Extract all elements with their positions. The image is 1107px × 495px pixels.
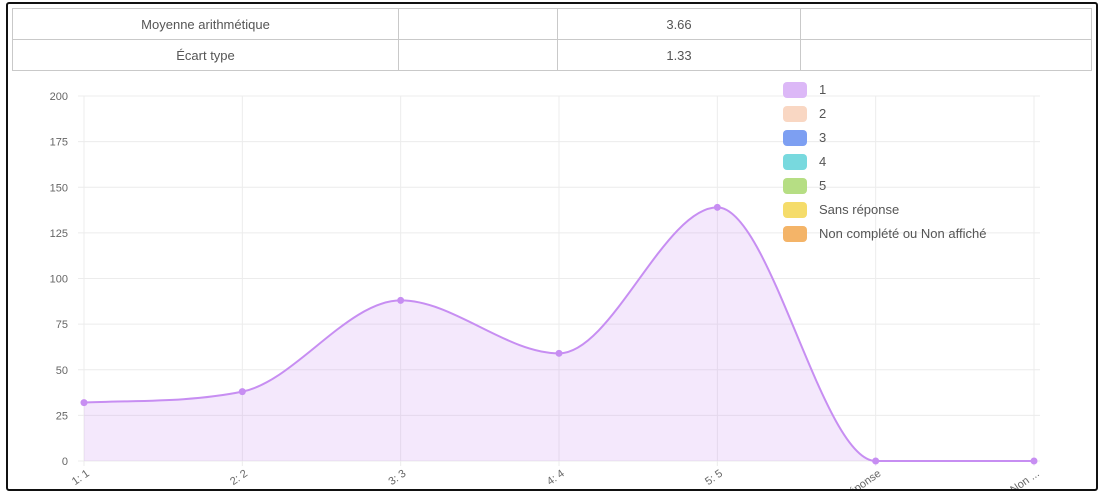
y-tick-label: 100 (50, 274, 68, 286)
stat-empty-cell (800, 39, 1092, 71)
stat-value: 1.33 (557, 39, 801, 71)
x-tick-label: réponse (844, 468, 883, 491)
series-line (83, 206, 1034, 463)
x-tick-label: 2: 2 (228, 468, 250, 488)
data-point (555, 349, 563, 357)
stat-label: Moyenne arithmétique (12, 8, 399, 40)
chart-legend: 1 2 3 4 5 Sans réponse Non complété ou Non aff… (783, 82, 1013, 250)
statistics-table: Moyenne arithmétique 3.66 Écart type 1.3… (12, 8, 1092, 71)
y-tick-label: 125 (50, 228, 68, 240)
legend-label: 3 (819, 130, 827, 145)
data-point (397, 296, 405, 304)
legend-swatch (783, 154, 807, 170)
data-point (713, 203, 721, 211)
stat-empty-cell (398, 39, 558, 71)
x-tick-label: 1: 1 (70, 468, 92, 488)
legend-label: 5 (819, 178, 827, 193)
table-row: Écart type 1.33 (12, 39, 1092, 71)
series-area-fill (84, 207, 1034, 461)
x-tick-label: 3: 3 (386, 468, 408, 488)
stat-label: Écart type (12, 39, 399, 71)
legend-item[interactable]: 4 (783, 154, 1013, 170)
legend-swatch (783, 226, 807, 242)
x-tick-label: 4: 4 (545, 468, 567, 488)
x-tick-label: ou Non ... (996, 468, 1042, 491)
x-tick-label: 5: 5 (703, 468, 725, 488)
y-tick-label: 150 (50, 182, 68, 194)
legend-item[interactable]: Non complété ou Non affiché (783, 226, 1013, 242)
legend-item[interactable]: 1 (783, 82, 1013, 98)
y-tick-label: 175 (50, 137, 68, 149)
legend-swatch (783, 202, 807, 218)
data-point (238, 388, 246, 396)
data-point (80, 399, 88, 407)
y-tick-label: 200 (50, 91, 68, 103)
stat-empty-cell (800, 8, 1092, 40)
legend-item[interactable]: 2 (783, 106, 1013, 122)
legend-label: Non complété ou Non affiché (819, 226, 987, 241)
legend-label: Sans réponse (819, 202, 900, 217)
legend-item[interactable]: 3 (783, 130, 1013, 146)
legend-label: 2 (819, 106, 827, 121)
legend-item[interactable]: Sans réponse (783, 202, 1013, 218)
data-point (1030, 457, 1038, 465)
legend-swatch (783, 178, 807, 194)
legend-swatch (783, 130, 807, 146)
legend-item[interactable]: 5 (783, 178, 1013, 194)
legend-label: 1 (819, 82, 827, 97)
data-point (872, 457, 880, 465)
legend-swatch (783, 82, 807, 98)
y-tick-label: 25 (56, 410, 68, 422)
results-panel: Moyenne arithmétique 3.66 Écart type 1.3… (6, 2, 1098, 491)
y-tick-label: 50 (56, 365, 68, 377)
y-tick-label: 75 (56, 319, 68, 331)
legend-swatch (783, 106, 807, 122)
y-tick-label: 0 (62, 456, 68, 468)
stat-empty-cell (398, 8, 558, 40)
legend-label: 4 (819, 154, 827, 169)
